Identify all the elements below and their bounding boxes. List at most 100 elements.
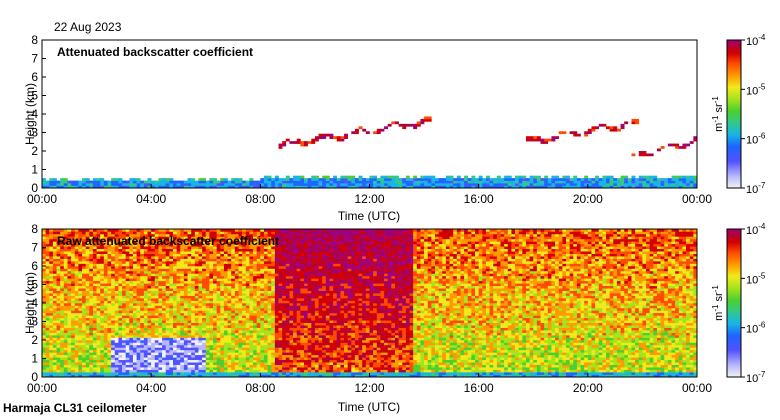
heatmap-cell [238, 372, 243, 375]
heatmap-cell [52, 325, 57, 328]
heatmap-cell [194, 261, 199, 264]
heatmap-cell [140, 340, 145, 343]
heatmap-cell [300, 143, 305, 147]
heatmap-cell [238, 344, 243, 348]
heatmap-cell [162, 236, 167, 240]
heatmap-cell [89, 256, 94, 259]
heatmap-cell [122, 315, 126, 319]
heatmap-cell [42, 266, 46, 269]
heatmap-cell [213, 340, 217, 343]
heatmap-cell [100, 335, 105, 338]
heatmap-cell [103, 229, 108, 232]
heatmap-cell [71, 364, 76, 368]
heatmap-cell [92, 238, 97, 242]
heatmap-cell [78, 332, 83, 336]
heatmap-cell [56, 337, 61, 341]
heatmap-cell [209, 362, 214, 365]
heatmap-cell [533, 183, 538, 186]
heatmap-cell [263, 307, 268, 311]
heatmap-cell [89, 359, 94, 363]
heatmap-cell [249, 342, 254, 346]
heatmap-cell [63, 347, 68, 351]
heatmap-cell [147, 248, 152, 252]
heatmap-cell [136, 340, 141, 343]
heatmap-cell [496, 175, 501, 179]
heatmap-cell [122, 288, 126, 291]
heatmap-cell [220, 322, 225, 326]
heatmap-cell [78, 295, 83, 299]
heatmap-cell [60, 367, 65, 370]
heatmap-cell [198, 300, 203, 304]
heatmap-cell [154, 270, 159, 274]
heatmap-cell [242, 243, 247, 247]
heatmap-cell [158, 275, 163, 279]
heatmap-cell [183, 256, 188, 259]
heatmap-cell [158, 347, 163, 351]
x-tick-label: 04:00 [136, 192, 166, 206]
heatmap-cell [223, 307, 228, 311]
heatmap-cell [173, 285, 177, 289]
heatmap-cell [151, 290, 156, 294]
heatmap-cell [267, 238, 272, 242]
heatmap-cell [60, 238, 65, 242]
heatmap-cell [216, 372, 221, 375]
heatmap-cell [635, 178, 640, 181]
heatmap-cell [202, 258, 207, 262]
heatmap-cell [63, 307, 68, 311]
heatmap-cell [125, 364, 130, 368]
heatmap-cell [169, 178, 174, 181]
heatmap-cell [85, 275, 90, 279]
heatmap-cell [358, 180, 363, 184]
heatmap-cell [111, 372, 116, 375]
heatmap-cell [49, 288, 54, 291]
heatmap-cell [220, 268, 225, 272]
heatmap-cell [223, 280, 228, 284]
heatmap-cell [49, 283, 54, 287]
heatmap-cell [162, 180, 167, 184]
heatmap-cell [234, 322, 239, 326]
heatmap-cell [114, 293, 119, 296]
heatmap-cell [325, 175, 330, 179]
heatmap-cell [63, 278, 68, 282]
heatmap-cell [631, 185, 636, 188]
heatmap-cell [445, 185, 450, 188]
heatmap-cell [56, 327, 61, 331]
heatmap-cell [49, 357, 54, 361]
heatmap-cell [216, 270, 221, 274]
heatmap-cell [129, 263, 134, 267]
heatmap-cell [180, 263, 185, 267]
heatmap-cell [307, 141, 312, 144]
heatmap-cell [256, 349, 261, 353]
heatmap-cell [198, 275, 203, 279]
heatmap-cell [271, 246, 276, 250]
heatmap-cell [100, 241, 105, 245]
heatmap-cell [60, 362, 65, 365]
heatmap-cell [60, 185, 65, 188]
heatmap-cell [176, 275, 181, 279]
heatmap-cell [191, 315, 196, 319]
heatmap-cell [205, 241, 210, 245]
heatmap-cell [271, 241, 276, 245]
heatmap-cell [162, 251, 167, 254]
heatmap-cell [213, 303, 217, 306]
heatmap-cell [256, 367, 261, 370]
heatmap-cell [118, 246, 123, 250]
heatmap-cell [158, 263, 163, 267]
heatmap-cell [231, 354, 236, 358]
heatmap-cell [271, 288, 276, 291]
heatmap-cell [245, 268, 250, 272]
heatmap-cell [496, 180, 501, 184]
heatmap-cell [129, 293, 134, 296]
heatmap-cell [391, 180, 396, 184]
heatmap-cell [169, 236, 174, 240]
heatmap-cell [263, 238, 268, 242]
heatmap-cell [45, 322, 50, 326]
heatmap-cell [227, 270, 232, 274]
heatmap-cell [129, 270, 134, 274]
heatmap-cell [351, 185, 356, 188]
heatmap-cell [256, 369, 261, 373]
heatmap-cell [111, 317, 116, 321]
heatmap-cell [111, 243, 116, 247]
heatmap-cell [209, 332, 214, 336]
heatmap-cell [147, 325, 152, 328]
